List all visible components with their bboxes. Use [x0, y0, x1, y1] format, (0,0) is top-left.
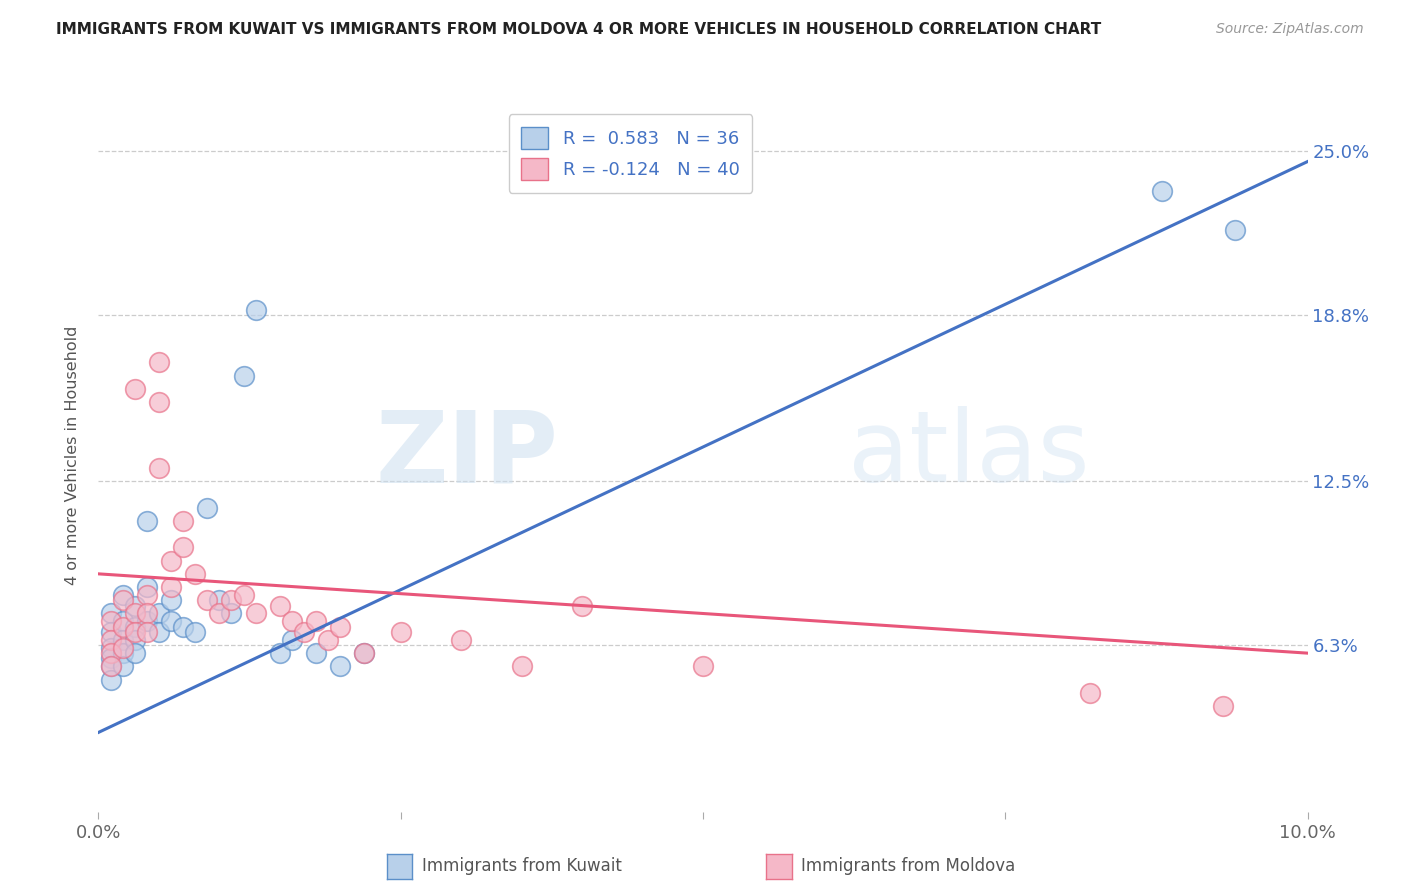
- Point: [269, 646, 291, 660]
- Point: [124, 620, 146, 634]
- Point: [510, 659, 533, 673]
- Point: [195, 500, 218, 515]
- Point: [571, 599, 593, 613]
- Point: [135, 607, 157, 621]
- Point: [184, 625, 207, 640]
- Point: [148, 461, 170, 475]
- Point: [208, 593, 231, 607]
- Text: Immigrants from Moldova: Immigrants from Moldova: [801, 857, 1015, 875]
- Point: [135, 615, 157, 629]
- Point: [221, 593, 243, 607]
- Point: [100, 646, 122, 660]
- Point: [692, 659, 714, 673]
- Point: [1078, 686, 1101, 700]
- Point: [100, 632, 122, 647]
- Point: [148, 607, 170, 621]
- Point: [124, 646, 146, 660]
- Point: [100, 625, 122, 640]
- Point: [124, 607, 146, 621]
- Point: [160, 593, 183, 607]
- Point: [305, 615, 328, 629]
- Point: [100, 659, 122, 673]
- Point: [281, 632, 304, 647]
- Text: Source: ZipAtlas.com: Source: ZipAtlas.com: [1216, 22, 1364, 37]
- Point: [208, 607, 231, 621]
- Point: [1223, 223, 1246, 237]
- Point: [316, 632, 339, 647]
- Point: [292, 625, 315, 640]
- Point: [450, 632, 472, 647]
- Point: [124, 625, 146, 640]
- Point: [148, 625, 170, 640]
- Text: Immigrants from Kuwait: Immigrants from Kuwait: [422, 857, 621, 875]
- Point: [100, 659, 122, 673]
- Point: [100, 651, 122, 665]
- Point: [111, 632, 134, 647]
- Point: [172, 514, 194, 528]
- Point: [135, 514, 157, 528]
- Point: [269, 599, 291, 613]
- Point: [111, 620, 134, 634]
- Legend: R =  0.583   N = 36, R = -0.124   N = 40: R = 0.583 N = 36, R = -0.124 N = 40: [509, 114, 752, 193]
- Point: [135, 625, 157, 640]
- Point: [160, 615, 183, 629]
- Point: [148, 395, 170, 409]
- Point: [195, 593, 218, 607]
- Point: [135, 588, 157, 602]
- Point: [100, 607, 122, 621]
- Point: [111, 659, 134, 673]
- Point: [172, 620, 194, 634]
- Point: [100, 640, 122, 655]
- Point: [172, 541, 194, 555]
- Text: atlas: atlas: [848, 407, 1090, 503]
- Point: [111, 646, 134, 660]
- Point: [100, 615, 122, 629]
- Point: [100, 673, 122, 687]
- Point: [184, 566, 207, 581]
- Point: [124, 382, 146, 396]
- Point: [111, 588, 134, 602]
- Point: [1212, 698, 1234, 713]
- Point: [232, 368, 254, 383]
- Point: [329, 620, 352, 634]
- Point: [111, 593, 134, 607]
- Point: [160, 554, 183, 568]
- Point: [221, 607, 243, 621]
- Point: [124, 632, 146, 647]
- Point: [232, 588, 254, 602]
- Point: [245, 607, 267, 621]
- Point: [135, 580, 157, 594]
- Point: [160, 580, 183, 594]
- Point: [245, 302, 267, 317]
- Point: [111, 615, 134, 629]
- Point: [124, 599, 146, 613]
- Point: [305, 646, 328, 660]
- Point: [353, 646, 375, 660]
- Point: [281, 615, 304, 629]
- Y-axis label: 4 or more Vehicles in Household: 4 or more Vehicles in Household: [65, 326, 80, 584]
- Point: [353, 646, 375, 660]
- Point: [148, 355, 170, 369]
- Point: [1152, 184, 1174, 198]
- Text: IMMIGRANTS FROM KUWAIT VS IMMIGRANTS FROM MOLDOVA 4 OR MORE VEHICLES IN HOUSEHOL: IMMIGRANTS FROM KUWAIT VS IMMIGRANTS FRO…: [56, 22, 1101, 37]
- Text: ZIP: ZIP: [375, 407, 558, 503]
- Point: [329, 659, 352, 673]
- Point: [111, 640, 134, 655]
- Point: [389, 625, 412, 640]
